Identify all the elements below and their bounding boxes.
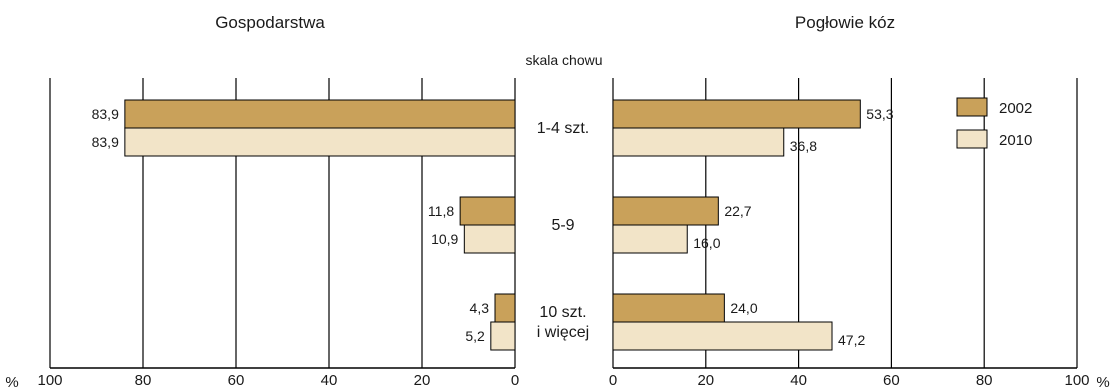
left-tick-label: 80 bbox=[135, 372, 152, 389]
right-bar bbox=[612, 99, 861, 129]
left-bar bbox=[490, 321, 516, 351]
right-bar bbox=[612, 196, 719, 226]
right-tick-label: 40 bbox=[790, 372, 807, 389]
scale-label: skala chowu bbox=[525, 52, 602, 68]
left-bar-value-label: 11,8 bbox=[428, 203, 454, 219]
right-tick-label: 20 bbox=[697, 372, 714, 389]
right-tick-label: 80 bbox=[976, 372, 993, 389]
right-bar-value-label: 53,3 bbox=[866, 106, 893, 122]
left-bar bbox=[124, 99, 516, 129]
right-bar-value-label: 36,8 bbox=[790, 138, 817, 154]
right-panel-title: Pogłowie kóz bbox=[795, 13, 895, 32]
right-tick-label: 60 bbox=[883, 372, 900, 389]
category-label: 10 szt. bbox=[539, 304, 586, 321]
category-label: 1-4 szt. bbox=[537, 120, 589, 137]
left-bar-value-label: 4,3 bbox=[470, 300, 490, 316]
left-bar bbox=[494, 293, 516, 323]
left-bar bbox=[463, 224, 516, 254]
left-bar-value-label: 83,9 bbox=[92, 134, 119, 150]
category-label: i więcej bbox=[537, 324, 589, 341]
right-bar-value-label: 24,0 bbox=[730, 300, 757, 316]
left-bar bbox=[124, 127, 516, 157]
legend: 2002 2010 bbox=[956, 97, 1032, 149]
bars-group bbox=[124, 99, 861, 351]
right-bar-value-label: 47,2 bbox=[838, 332, 865, 348]
left-tick-label: 0 bbox=[511, 372, 519, 389]
left-bar-value-label: 83,9 bbox=[92, 106, 119, 122]
left-tick-label: 20 bbox=[414, 372, 431, 389]
right-tick-label: 0 bbox=[609, 372, 617, 389]
right-bar bbox=[612, 293, 725, 323]
left-bar-value-label: 10,9 bbox=[431, 231, 458, 247]
right-bar-value-label: 22,7 bbox=[724, 203, 751, 219]
legend-label: 2010 bbox=[999, 132, 1032, 149]
labels-group: 100 80 60 40 20 0 0 20 40 60 80 100% % 83,9 53,3 83,9 36… bbox=[5, 106, 1109, 389]
left-unit-label: % bbox=[5, 374, 18, 389]
legend-label: 2002 bbox=[999, 100, 1032, 117]
left-bar-value-label: 5,2 bbox=[465, 328, 485, 344]
left-tick-label: 40 bbox=[321, 372, 338, 389]
right-bar bbox=[612, 224, 688, 254]
right-bar bbox=[612, 321, 833, 351]
legend-swatch bbox=[956, 129, 988, 149]
right-bar-value-label: 16,0 bbox=[693, 235, 720, 251]
left-panel-title: Gospodarstwa bbox=[215, 13, 325, 32]
left-tick-label: 60 bbox=[228, 372, 245, 389]
right-tick-label: 100 bbox=[1064, 372, 1089, 389]
legend-swatch bbox=[956, 97, 988, 117]
right-unit-label: % bbox=[1096, 374, 1109, 389]
left-bar bbox=[459, 196, 516, 226]
category-label: 5-9 bbox=[551, 217, 574, 234]
left-tick-label: 100 bbox=[37, 372, 62, 389]
right-bar bbox=[612, 127, 785, 157]
